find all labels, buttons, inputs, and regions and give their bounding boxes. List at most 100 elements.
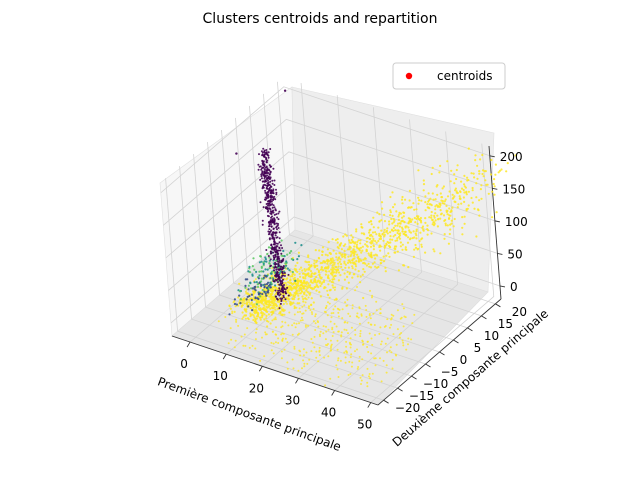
scatter-point	[257, 163, 260, 166]
scatter-point	[275, 304, 278, 307]
scatter-point	[339, 258, 342, 261]
scatter-point	[259, 201, 262, 204]
scatter-point	[445, 204, 448, 207]
scatter-point	[383, 325, 386, 328]
scatter-point	[279, 312, 282, 315]
scatter-point	[345, 340, 348, 343]
scatter-point	[379, 249, 382, 252]
scatter-point	[301, 367, 303, 370]
scatter-point	[359, 275, 362, 278]
scatter-point	[446, 224, 449, 227]
scatter-point	[461, 233, 464, 236]
scatter-point	[330, 346, 332, 349]
scatter-point	[293, 305, 296, 308]
scatter-point	[304, 301, 307, 304]
scatter-point	[298, 302, 301, 305]
scatter-point	[296, 258, 299, 261]
scatter-point	[273, 258, 276, 261]
scatter-point	[280, 290, 283, 293]
scatter-point	[230, 338, 233, 341]
scatter-point	[493, 178, 496, 181]
scatter-point	[269, 204, 272, 207]
scatter-point	[401, 303, 404, 306]
scatter-point	[268, 267, 271, 270]
scatter-point	[352, 273, 355, 276]
scatter-point	[356, 275, 359, 278]
scatter-point	[259, 295, 262, 298]
scatter-point	[254, 347, 257, 350]
scatter-point	[280, 276, 283, 279]
scatter-point	[319, 262, 322, 265]
scatter-point	[325, 270, 328, 273]
scatter-point	[316, 284, 319, 288]
scatter-point	[269, 170, 272, 173]
scatter-point	[378, 213, 381, 216]
scatter-point	[270, 196, 273, 199]
scatter-point	[391, 358, 394, 361]
scatter-point	[346, 298, 349, 301]
scatter-point	[279, 304, 282, 307]
scatter-point	[235, 318, 238, 321]
scatter-point	[346, 261, 350, 264]
scatter-point	[328, 279, 331, 282]
scatter-point	[264, 292, 267, 295]
scatter-point	[261, 154, 264, 157]
scatter-point	[251, 265, 254, 268]
scatter-point	[404, 230, 407, 233]
scatter-point	[377, 239, 380, 243]
scatter-point	[392, 218, 395, 221]
scatter-point	[366, 385, 369, 388]
scatter-point	[273, 243, 276, 246]
scatter-point	[419, 219, 423, 222]
scatter-point	[455, 190, 458, 193]
scatter-point	[383, 213, 386, 216]
scatter-point	[291, 270, 294, 274]
scatter-point	[439, 252, 442, 255]
scatter-point	[264, 302, 267, 305]
scatter-point	[359, 239, 362, 242]
scatter-point	[456, 164, 459, 167]
scatter-point	[253, 298, 256, 301]
scatter-point	[355, 230, 358, 233]
scatter-point	[256, 297, 259, 300]
scatter-point	[229, 327, 232, 330]
scatter-point	[267, 303, 270, 306]
scatter-point	[394, 239, 397, 242]
scatter-point	[304, 297, 307, 300]
scatter-point	[243, 297, 246, 300]
scatter-point	[349, 315, 352, 318]
scatter-point	[275, 231, 278, 234]
scatter-point	[263, 307, 266, 310]
scatter-point	[304, 273, 307, 276]
scatter-point	[394, 233, 397, 237]
scatter-point	[329, 349, 332, 352]
scatter-point	[315, 289, 318, 292]
scatter-point	[274, 208, 277, 211]
scatter-point	[385, 242, 388, 245]
scatter-point	[336, 368, 339, 371]
scatter-point	[314, 315, 317, 318]
scatter-point	[281, 332, 284, 335]
scatter-point	[296, 279, 298, 282]
scatter-point	[417, 247, 420, 250]
scatter-point	[375, 233, 378, 236]
scatter-point	[275, 268, 278, 271]
scatter-point	[274, 308, 277, 311]
scatter-point	[270, 296, 273, 299]
scatter-point	[296, 302, 299, 305]
scatter-point	[408, 189, 411, 192]
scatter-point	[350, 234, 353, 237]
scatter-point	[489, 173, 493, 176]
scatter-point	[459, 190, 462, 194]
scatter-point	[323, 356, 326, 359]
scatter-point	[466, 207, 469, 210]
scatter-point	[288, 302, 291, 305]
scatter-point	[327, 259, 330, 262]
scatter-point	[242, 316, 245, 319]
scatter-point	[268, 228, 271, 231]
scatter-point	[441, 187, 444, 190]
scatter-point	[399, 222, 402, 225]
scatter-point	[402, 307, 405, 310]
scatter-point	[273, 220, 276, 223]
scatter-point	[415, 228, 418, 231]
